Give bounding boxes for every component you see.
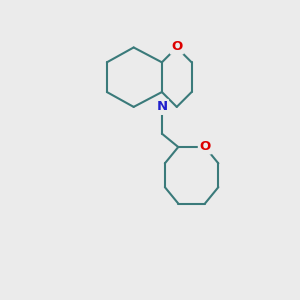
Text: N: N	[156, 100, 167, 113]
Text: O: O	[171, 40, 182, 53]
Text: O: O	[200, 140, 211, 153]
